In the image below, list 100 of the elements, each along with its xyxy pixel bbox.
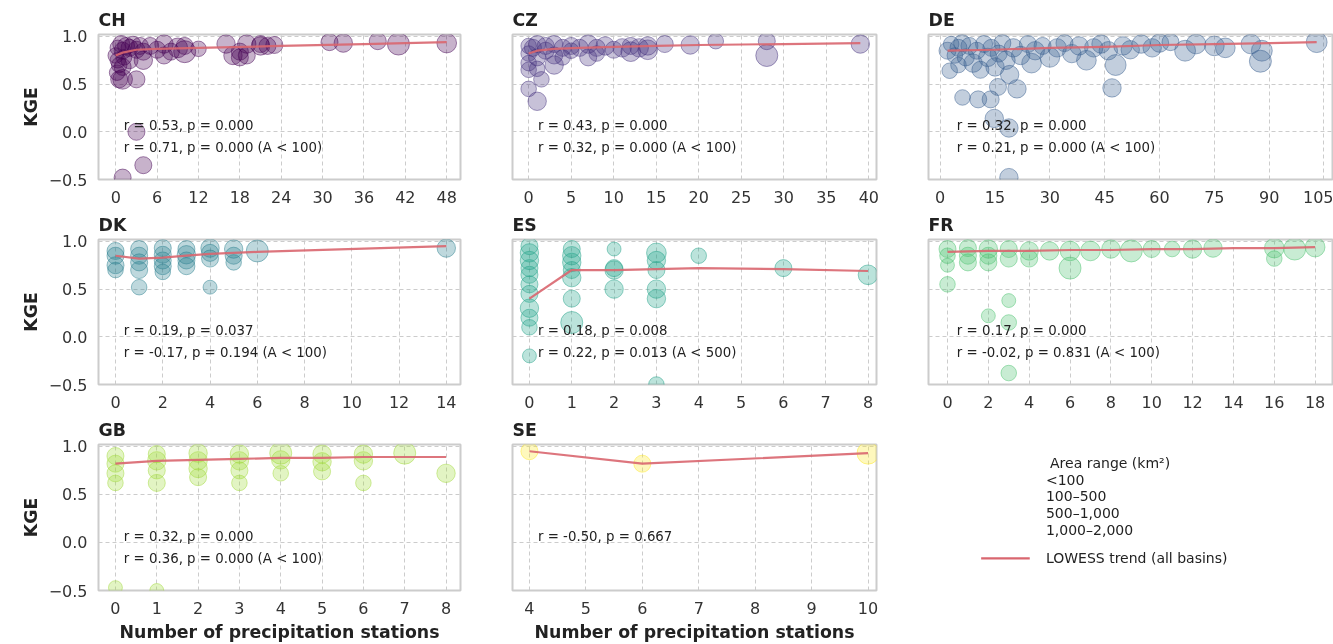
text: 500–1,000 — [1045, 505, 1120, 522]
x-tick-label: 6 — [778, 392, 789, 412]
x-tick-label: 18 — [1304, 392, 1326, 412]
annotation: r = 0.18, p = 0.008 — [537, 323, 668, 339]
x-tick-label: 24 — [271, 187, 292, 207]
x-tick-label: 12 — [188, 187, 209, 207]
x-tick-label: 48 — [436, 187, 457, 207]
y-tick-label: 0.5 — [62, 280, 88, 300]
x-tick-label: 0 — [523, 187, 534, 207]
annotation: r = -0.02, p = 0.831 (A < 100) — [956, 345, 1161, 361]
x-tick-label: 6 — [358, 598, 369, 618]
x-tick-label: 25 — [731, 187, 752, 207]
x-tick-label: 6 — [637, 598, 648, 618]
x-tick-label: 35 — [816, 187, 837, 207]
y-tick-label: −0.5 — [48, 375, 88, 395]
x-tick-label: 0 — [942, 392, 953, 412]
annotation: r = 0.22, p = 0.013 (A < 500) — [537, 345, 737, 361]
text: LOWESS trend (all basins) — [1045, 550, 1228, 567]
x-tick-label: 0 — [524, 392, 535, 412]
x-tick-label: 2 — [608, 392, 620, 412]
x-tick-label: 8 — [299, 392, 310, 412]
y-tick-label: −0.5 — [48, 581, 88, 601]
y-tick-label: 0.5 — [62, 485, 88, 505]
x-tick-label: 0 — [110, 392, 121, 412]
chart-title: DE — [928, 9, 955, 30]
y-axis-title: KGE — [20, 497, 41, 538]
x-tick-label: 0 — [110, 598, 121, 618]
x-tick-label: 8 — [440, 598, 452, 618]
x-tick-label: 12 — [1182, 392, 1203, 412]
annotation: r = -0.50, p = 0.667 — [537, 528, 673, 544]
y-tick-label: 0.0 — [62, 533, 88, 553]
x-tick-label: 4 — [524, 598, 535, 618]
y-tick-label: 1.0 — [62, 27, 88, 47]
x-tick-label: 1 — [566, 392, 577, 412]
x-tick-label: 30 — [773, 187, 794, 207]
annotation: r = 0.43, p = 0.000 — [537, 118, 668, 134]
y-tick-label: 0.5 — [62, 75, 88, 95]
x-tick-label: 10 — [603, 187, 624, 207]
x-tick-label: 5 — [566, 187, 577, 207]
x-tick-label: 7 — [820, 392, 831, 412]
x-tick-label: 2 — [983, 392, 994, 412]
x-tick-label: 0 — [110, 187, 121, 207]
annotation: r = 0.36, p = 0.000 (A < 100) — [123, 550, 323, 566]
annotation: r = 0.17, p = 0.000 — [956, 323, 1087, 339]
legend-title: Area range (km²) — [1050, 455, 1171, 472]
x-tick-label: 5 — [580, 598, 591, 618]
annotation: r = 0.32, p = 0.000 — [956, 118, 1087, 134]
x-tick-label: 15 — [984, 187, 1006, 207]
x-tick-label: 6 — [1064, 392, 1076, 412]
annotation: r = 0.21, p = 0.000 (A < 100) — [956, 140, 1156, 156]
x-tick-label: 6 — [152, 187, 163, 207]
x-tick-label: 5 — [316, 598, 328, 618]
x-tick-label: 8 — [862, 392, 874, 412]
annotation: r = 0.19, p = 0.037 — [123, 323, 254, 339]
x-tick-label: 20 — [688, 187, 709, 207]
chart-title: GB — [98, 419, 126, 440]
x-tick-label: 14 — [1223, 392, 1244, 412]
chart-title: SE — [512, 419, 537, 440]
x-tick-label: 30 — [312, 187, 333, 207]
y-tick-label: −0.5 — [48, 170, 88, 190]
x-tick-label: 4 — [1024, 392, 1035, 412]
x-tick-label: 0 — [935, 187, 946, 207]
annotation: r = 0.32, p = 0.000 (A < 100) — [537, 140, 737, 156]
chart-title: FR — [928, 214, 954, 235]
x-tick-label: 42 — [395, 187, 416, 207]
annotation: r = 0.53, p = 0.000 — [123, 118, 254, 134]
x-tick-label: 105 — [1302, 187, 1333, 207]
annotation: r = 0.71, p = 0.000 (A < 100) — [123, 140, 323, 156]
x-tick-label: 7 — [693, 598, 704, 618]
x-tick-label: 4 — [204, 392, 216, 412]
y-axis-title: KGE — [20, 292, 41, 332]
text: 100–500 — [1045, 488, 1107, 505]
x-tick-label: 7 — [399, 598, 410, 618]
text: <100 — [1045, 471, 1085, 488]
chart-title: DK — [98, 214, 127, 235]
x-tick-label: 36 — [353, 187, 375, 207]
x-tick-label: 90 — [1258, 187, 1280, 207]
x-tick-label: 30 — [1039, 187, 1061, 207]
x-tick-label: 2 — [193, 598, 204, 618]
x-tick-label: 3 — [651, 392, 662, 412]
x-tick-label: 10 — [1141, 392, 1162, 412]
chart-title: CZ — [512, 9, 538, 30]
x-tick-label: 6 — [252, 392, 263, 412]
x-tick-label: 60 — [1149, 187, 1170, 207]
chart-title: CH — [98, 9, 126, 30]
y-axis-title: KGE — [20, 87, 41, 127]
y-tick-label: 0.0 — [62, 122, 88, 142]
x-tick-label: 14 — [436, 392, 457, 412]
x-tick-label: 8 — [1105, 392, 1116, 412]
x-axis-title: Number of precipitation stations — [534, 621, 855, 642]
x-tick-label: 15 — [646, 187, 667, 207]
annotation: r = -0.17, p = 0.194 (A < 100) — [123, 345, 328, 361]
x-axis-title: Number of precipitation stations — [119, 621, 440, 642]
x-tick-label: 8 — [750, 598, 761, 618]
x-tick-label: 2 — [157, 392, 168, 412]
x-tick-label: 45 — [1094, 187, 1115, 207]
x-tick-label: 3 — [234, 598, 245, 618]
x-tick-label: 4 — [693, 392, 704, 412]
chart-title: ES — [512, 214, 537, 235]
x-tick-label: 75 — [1204, 187, 1225, 207]
